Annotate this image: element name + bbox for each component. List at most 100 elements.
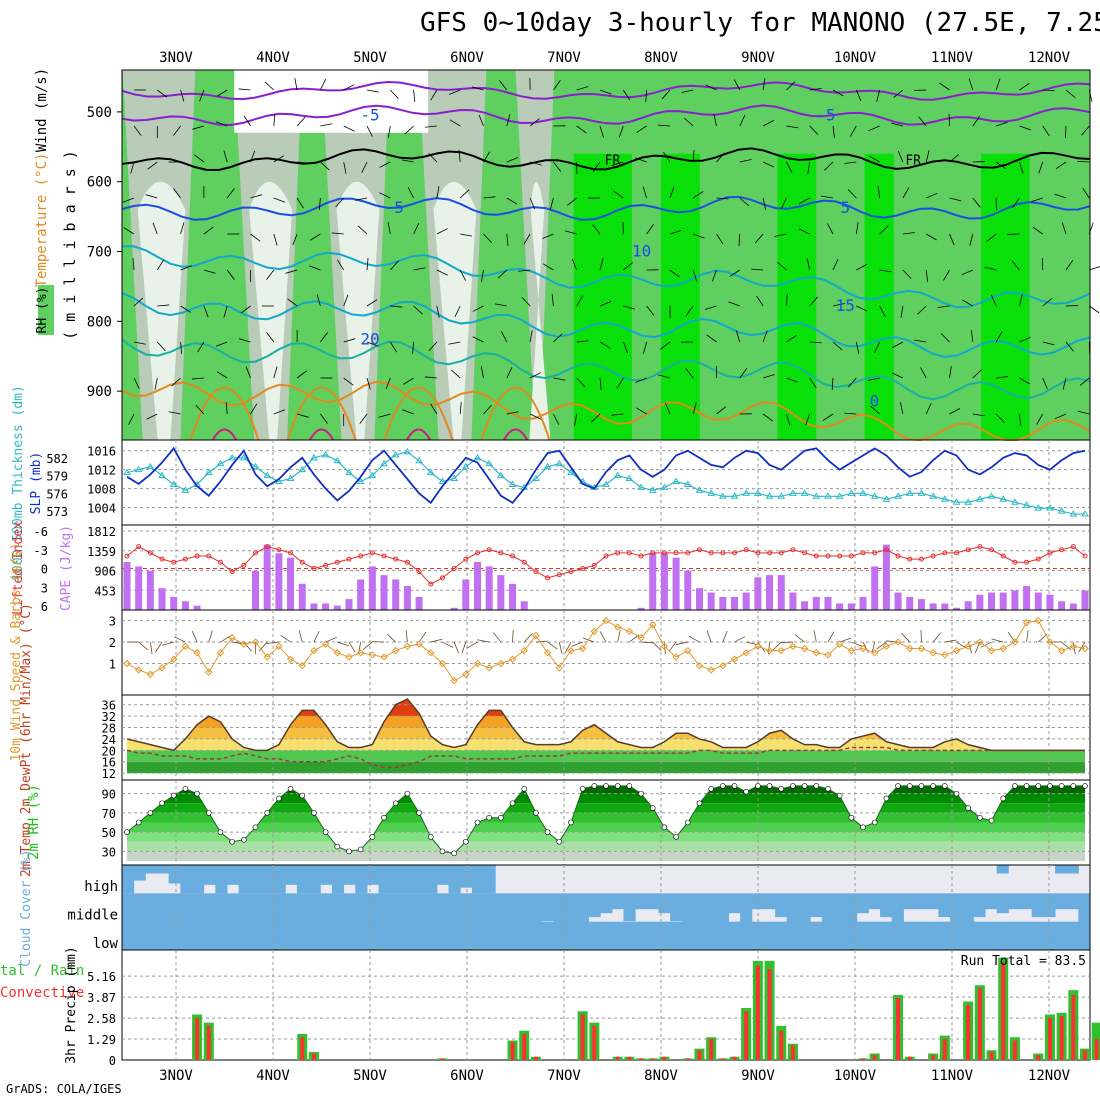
wind-barb	[995, 121, 1008, 127]
lifted-point	[369, 550, 375, 556]
wind-barb	[273, 155, 285, 163]
wind-barb	[483, 196, 496, 199]
wind-barb	[576, 340, 589, 343]
cloud-cell	[156, 865, 170, 874]
cloud-cell	[401, 921, 415, 950]
cape-bar	[859, 596, 867, 610]
wind-barb	[972, 115, 981, 127]
wind-barb	[413, 223, 420, 235]
wind-speed-point	[929, 649, 937, 657]
thickness-point	[380, 459, 388, 467]
wind-barb	[917, 305, 927, 315]
top-date-label: 11NOV	[931, 50, 974, 66]
wind-barb	[657, 124, 670, 127]
precip-tick-label: 1.29	[87, 1033, 116, 1047]
rh-legend-swatch	[38, 285, 54, 335]
rh-very-dry	[137, 181, 186, 440]
surface-wind-barb	[839, 637, 852, 643]
wind-barb	[387, 125, 391, 138]
wind-barb	[506, 367, 513, 379]
rh-tick-label: 70	[102, 807, 116, 821]
cloud-row-label: high	[84, 879, 118, 895]
thickness-point	[602, 480, 610, 487]
thickness-point	[847, 489, 856, 496]
surface-wind-barb	[325, 637, 337, 643]
cloud-cell	[156, 921, 170, 950]
wind-speed-point	[485, 664, 493, 672]
thickness-point	[1022, 501, 1031, 508]
cape-bar	[1069, 603, 1077, 610]
cloud-cell	[261, 865, 275, 894]
wind-barb	[705, 84, 717, 91]
cape-bar	[695, 588, 703, 610]
precip-convective-bar	[580, 1014, 585, 1060]
lifted-point	[510, 553, 516, 559]
wind-barb	[681, 89, 694, 93]
cloud-cell	[996, 921, 1009, 950]
cloud-cell	[821, 921, 834, 950]
wind-barb	[599, 258, 604, 271]
lifted-tick-label: -3	[34, 544, 48, 558]
wind-speed-point	[403, 642, 412, 651]
surface-wind-barb	[208, 630, 213, 643]
cloud-cell	[168, 865, 181, 884]
pressure-tick-label: 800	[87, 314, 112, 330]
wind-barb	[756, 295, 764, 307]
wind-barb	[692, 402, 697, 415]
wind-barb	[1054, 413, 1067, 420]
wind-barb	[592, 161, 601, 172]
wind-barb	[499, 80, 508, 91]
thickness-point	[298, 465, 307, 473]
wind-barb	[157, 304, 170, 307]
cape-bar	[742, 592, 750, 610]
wind-barb	[223, 150, 228, 163]
wind-speed-point	[228, 634, 236, 642]
cape-bar	[287, 557, 295, 610]
surface-wind-barb	[547, 641, 558, 650]
cloud-cell	[670, 921, 683, 950]
surface-wind-barb	[512, 630, 514, 643]
lifted-point	[545, 575, 551, 581]
rh-axis-title: 2m RH (%)	[26, 784, 42, 860]
wind-speed-point	[123, 659, 131, 668]
wind-barb	[331, 232, 344, 235]
cloud-cell	[681, 893, 694, 930]
cloud-cell	[495, 921, 508, 950]
precip-convective-bar	[510, 1042, 515, 1060]
wind-barb	[471, 86, 484, 91]
cloud-cell	[926, 893, 939, 910]
cloud-cell	[588, 893, 601, 918]
wind-barb	[1042, 89, 1055, 92]
wind-barb	[287, 298, 298, 307]
wind-barb	[428, 341, 438, 352]
hot-core-contour	[502, 428, 529, 441]
thickness-point	[426, 468, 435, 476]
wind-barb	[642, 186, 647, 199]
warm-core-contour	[383, 386, 454, 441]
wind-speed-point	[672, 653, 680, 661]
wind-barb	[1019, 161, 1024, 174]
wind-barb	[412, 341, 414, 354]
wind-barb	[599, 89, 612, 95]
cape-bar	[403, 586, 411, 610]
precip-convective-bar	[767, 969, 772, 1060]
wind-barb	[949, 197, 962, 202]
wind-barb	[984, 266, 997, 271]
surface-wind-barb	[746, 641, 758, 646]
rh-point	[1070, 783, 1077, 789]
wind-barb	[273, 114, 276, 127]
cape-bar	[520, 601, 528, 610]
surface-wind-barb	[348, 641, 356, 653]
lifted-line	[126, 546, 1086, 585]
wind-barb	[294, 78, 298, 91]
wind-barb	[497, 269, 508, 279]
cloud-cell	[191, 865, 205, 894]
cloud-cell	[751, 921, 764, 950]
cape-bar	[719, 596, 727, 610]
lifted-point	[393, 556, 399, 562]
wind-barb	[599, 377, 602, 390]
wind-speed-point	[263, 653, 271, 661]
cape-bar	[275, 553, 283, 610]
cape-bar	[988, 592, 996, 610]
precip-convective-bar	[755, 965, 760, 1060]
